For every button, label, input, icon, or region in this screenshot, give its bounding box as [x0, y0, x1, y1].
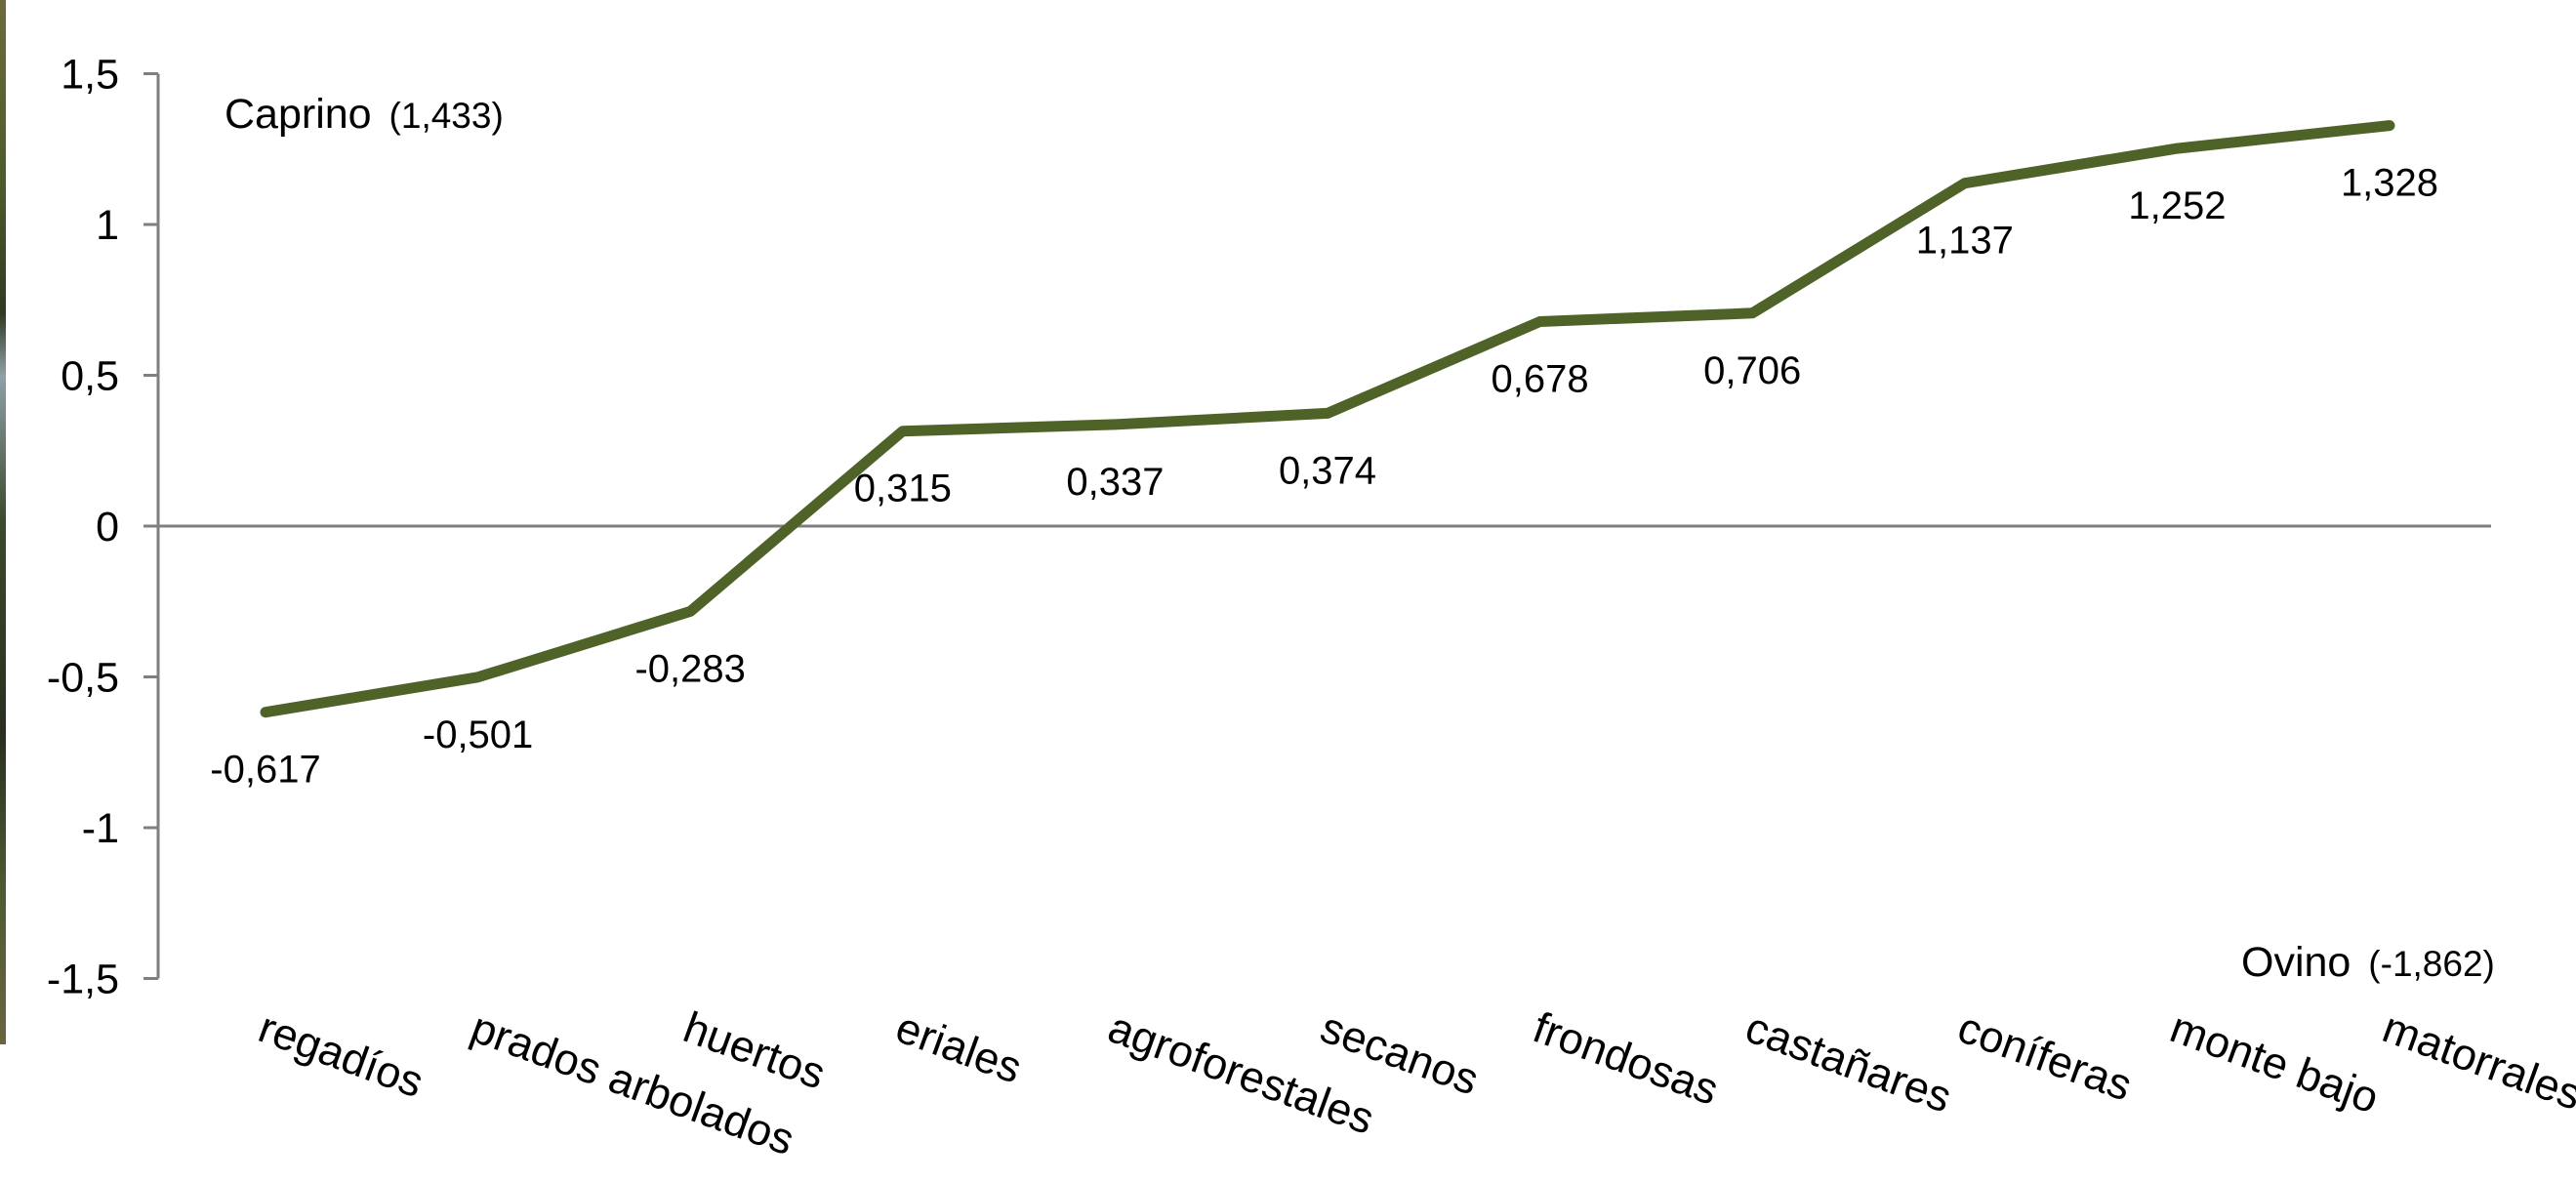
data-label: -0,501	[423, 713, 533, 756]
category-label: coníferas	[1951, 1001, 2138, 1110]
y-tick-label: -1,5	[47, 957, 119, 1003]
category-label: monte bajo	[2164, 1001, 2386, 1122]
data-label: 1,252	[2128, 184, 2226, 227]
category-label: regadíos	[253, 1001, 430, 1107]
y-tick-label: 1	[96, 202, 119, 249]
data-label: 1,137	[1916, 220, 2014, 263]
axes: 1,5 1 0,5 0 -0,5 -1 -1,5	[47, 52, 2491, 1003]
category-label: matorrales	[2377, 1001, 2576, 1120]
background-photo-strip	[0, 0, 6, 1044]
y-tick-label: 0	[96, 504, 119, 550]
data-label: 0,678	[1492, 357, 1589, 400]
y-tick-label: 1,5	[61, 52, 119, 99]
category-label: castañares	[1739, 1001, 1958, 1121]
y-tick-label: -0,5	[47, 655, 119, 702]
data-label: 0,315	[854, 468, 952, 510]
series-line	[260, 120, 2395, 718]
data-label: 0,706	[1703, 349, 1801, 392]
y-tick-label: -1	[82, 805, 119, 852]
y-tick-label: 0,5	[61, 353, 119, 400]
annotation-ovino-value: (-1,862)	[2368, 944, 2495, 984]
data-label: -0,283	[634, 647, 745, 690]
annotation-caprino-name: Caprino	[225, 91, 372, 138]
category-label: eriales	[889, 1001, 1028, 1092]
annotation-caprino-value: (1,433)	[389, 96, 504, 136]
data-label: -0,617	[210, 749, 320, 792]
annotation-caprino: Caprino (1,433)	[225, 91, 504, 138]
data-label: 1,328	[2341, 162, 2438, 205]
annotation-ovino-name: Ovino	[2241, 939, 2351, 986]
data-labels: -0,617 -0,501 -0,283 0,315 0,337 0,374 0,678 0,…	[210, 162, 2438, 792]
data-label: 0,374	[1279, 449, 1376, 492]
annotation-ovino: Ovino (-1,862)	[2241, 939, 2495, 986]
category-label: frondosas	[1527, 1001, 1725, 1115]
data-label: 0,337	[1066, 461, 1164, 504]
data-line	[260, 120, 2395, 718]
